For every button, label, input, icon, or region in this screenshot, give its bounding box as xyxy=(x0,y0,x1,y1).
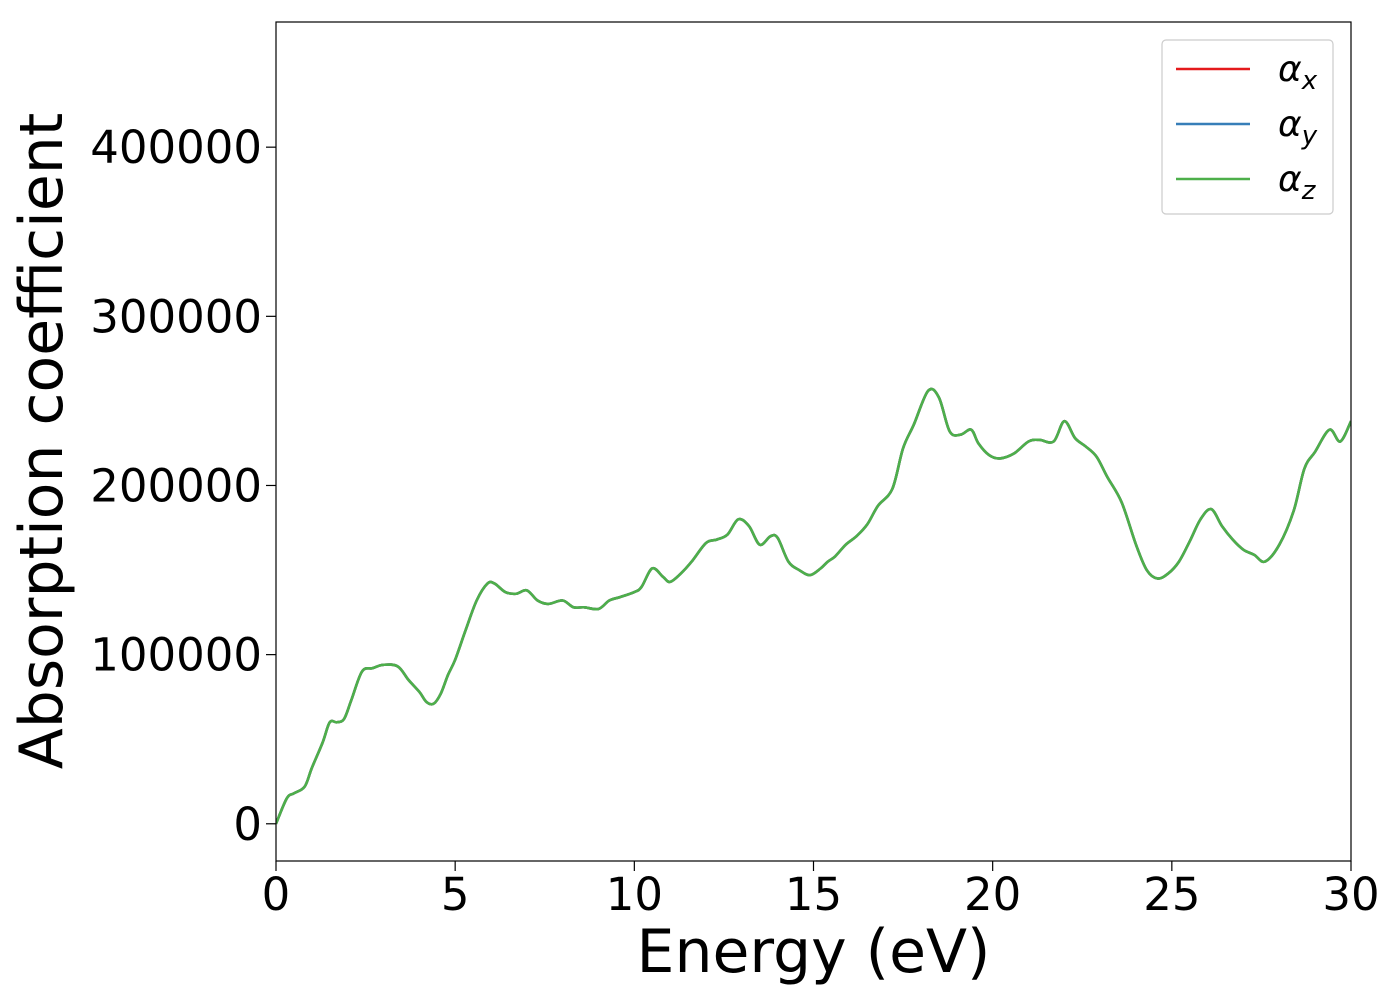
y-axis-label: Absorption coefficient xyxy=(7,113,77,770)
y-tick-label: 0 xyxy=(233,798,262,851)
series-layer xyxy=(276,387,1351,825)
y-tick-label: 200000 xyxy=(90,459,262,512)
legend-label-x: αx xyxy=(1278,49,1318,96)
series-line-z xyxy=(276,387,1351,825)
legend-box xyxy=(1161,39,1334,215)
y-axis-ticks: 0 100000 200000 300000 400000 xyxy=(90,121,276,851)
x-axis-label: Energy (eV) xyxy=(637,917,991,987)
x-tick-label: 0 xyxy=(262,868,291,921)
x-tick-label: 30 xyxy=(1322,868,1379,921)
x-tick-label: 25 xyxy=(1143,868,1200,921)
y-tick-label: 400000 xyxy=(90,121,262,174)
y-tick-label: 100000 xyxy=(90,629,262,682)
y-tick-label: 300000 xyxy=(90,290,262,343)
x-tick-label: 10 xyxy=(606,868,663,921)
x-axis-ticks: 0 5 10 15 20 25 30 xyxy=(262,861,1380,921)
x-tick-label: 5 xyxy=(441,868,470,921)
x-tick-label: 15 xyxy=(785,868,842,921)
legend-label-z: αz xyxy=(1278,159,1317,206)
legend: αx αy αz xyxy=(1161,39,1334,215)
legend-label-y: αy xyxy=(1278,104,1318,151)
x-tick-label: 20 xyxy=(964,868,1021,921)
